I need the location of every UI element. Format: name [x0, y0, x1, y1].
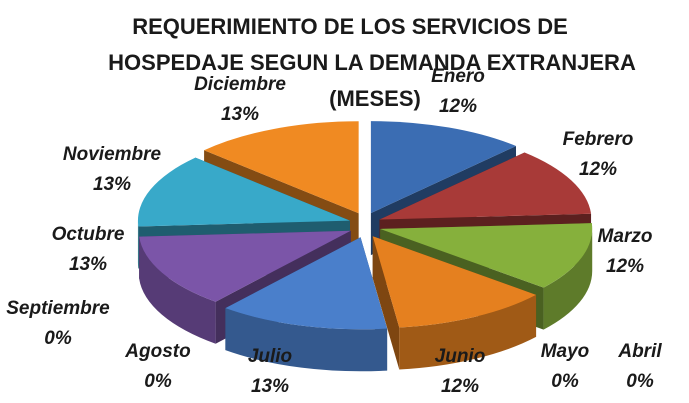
slice [219, 234, 355, 306]
slice-side [543, 228, 593, 330]
data-label-name: Marzo [598, 226, 653, 247]
data-label-name: Enero [431, 66, 485, 87]
chart-title: (MESES) [329, 86, 421, 111]
data-label-value: 0% [144, 371, 172, 392]
slice [372, 236, 537, 370]
data-label-name: Junio [435, 346, 486, 367]
data-label-value: 13% [93, 174, 131, 195]
data-label-name: Agosto [124, 341, 190, 362]
slice-wall [372, 236, 400, 370]
data-label-name: Septiembre [6, 298, 110, 319]
slice-top [372, 236, 537, 328]
data-label-value: 0% [551, 371, 579, 392]
data-label-value: 12% [579, 159, 617, 180]
slice-side [225, 308, 388, 372]
data-label-name: Febrero [563, 129, 634, 150]
slice-side [399, 294, 537, 370]
data-label-value: 12% [441, 376, 479, 397]
slice-top [370, 121, 517, 214]
slice-side [139, 236, 216, 344]
slice [225, 237, 388, 372]
data-label-value: 13% [69, 254, 107, 275]
slice-top [204, 121, 359, 214]
slice-top [379, 152, 592, 220]
slice-top [219, 234, 355, 306]
data-label-value: 0% [44, 328, 72, 349]
data-label-name: Octubre [52, 224, 125, 245]
data-label-value: 12% [606, 256, 644, 277]
data-label-value: 13% [221, 104, 259, 125]
data-label-name: Diciembre [194, 74, 286, 95]
data-label-name: Abril [617, 341, 662, 362]
data-label-value: 0% [626, 371, 654, 392]
slice-top [137, 157, 350, 227]
pie [137, 121, 593, 372]
slice-top [225, 237, 388, 330]
data-label-value: 13% [251, 376, 289, 397]
data-label-name: Julio [248, 346, 292, 367]
slice [139, 230, 351, 344]
data-label-value: 12% [439, 96, 477, 117]
data-label-name: Mayo [541, 341, 590, 362]
chart-title: HOSPEDAJE SEGUN LA DEMANDA EXTRANJERA [108, 50, 636, 75]
chart-title: REQUERIMIENTO DE LOS SERVICIOS DE [132, 14, 568, 39]
slice-top [139, 230, 351, 302]
data-label-name: Noviembre [63, 144, 162, 165]
slice-top [380, 223, 593, 288]
